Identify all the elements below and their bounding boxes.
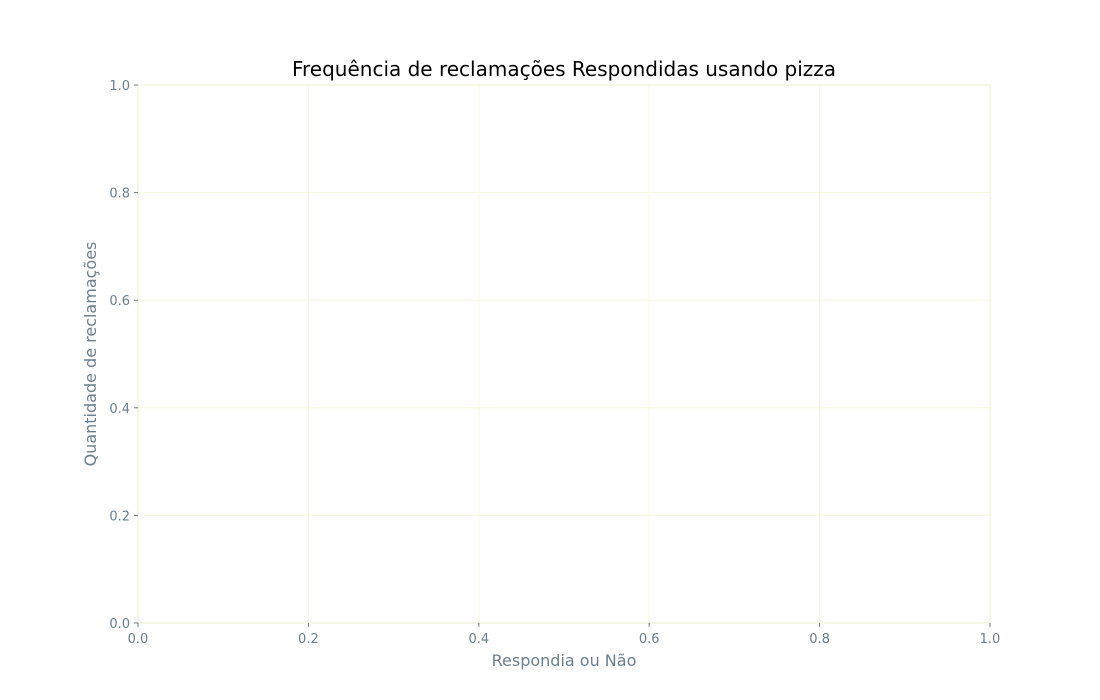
y-tick-label: 1.0 [109, 79, 130, 94]
x-tick-label: 1.0 [980, 632, 1001, 647]
y-axis-label: Quantidade de reclamações [81, 242, 100, 467]
y-tick-label: 0.8 [109, 187, 130, 202]
plot-frame [138, 85, 990, 623]
chart-title: Frequência de reclamações Respondidas us… [292, 57, 836, 81]
y-tick-label: 0.2 [109, 509, 130, 524]
x-tick-label: 0.0 [128, 632, 149, 647]
y-tick-label: 0.4 [109, 402, 130, 417]
x-tick-label: 0.4 [468, 632, 489, 647]
x-tick-label: 0.6 [639, 632, 660, 647]
tick-layer: 0.0 0.2 0.4 0.6 0.8 1.0 0.0 0.2 0.4 0.6 0.8 1.0 [109, 79, 1000, 647]
x-tick-label: 0.8 [809, 632, 830, 647]
axes-spines [138, 85, 990, 623]
y-tick-label: 0.0 [109, 617, 130, 632]
y-tick-label: 0.6 [109, 294, 130, 309]
x-tick-label: 0.2 [298, 632, 319, 647]
x-axis-label: Respondia ou Não [492, 651, 637, 670]
grid-layer [138, 85, 990, 623]
